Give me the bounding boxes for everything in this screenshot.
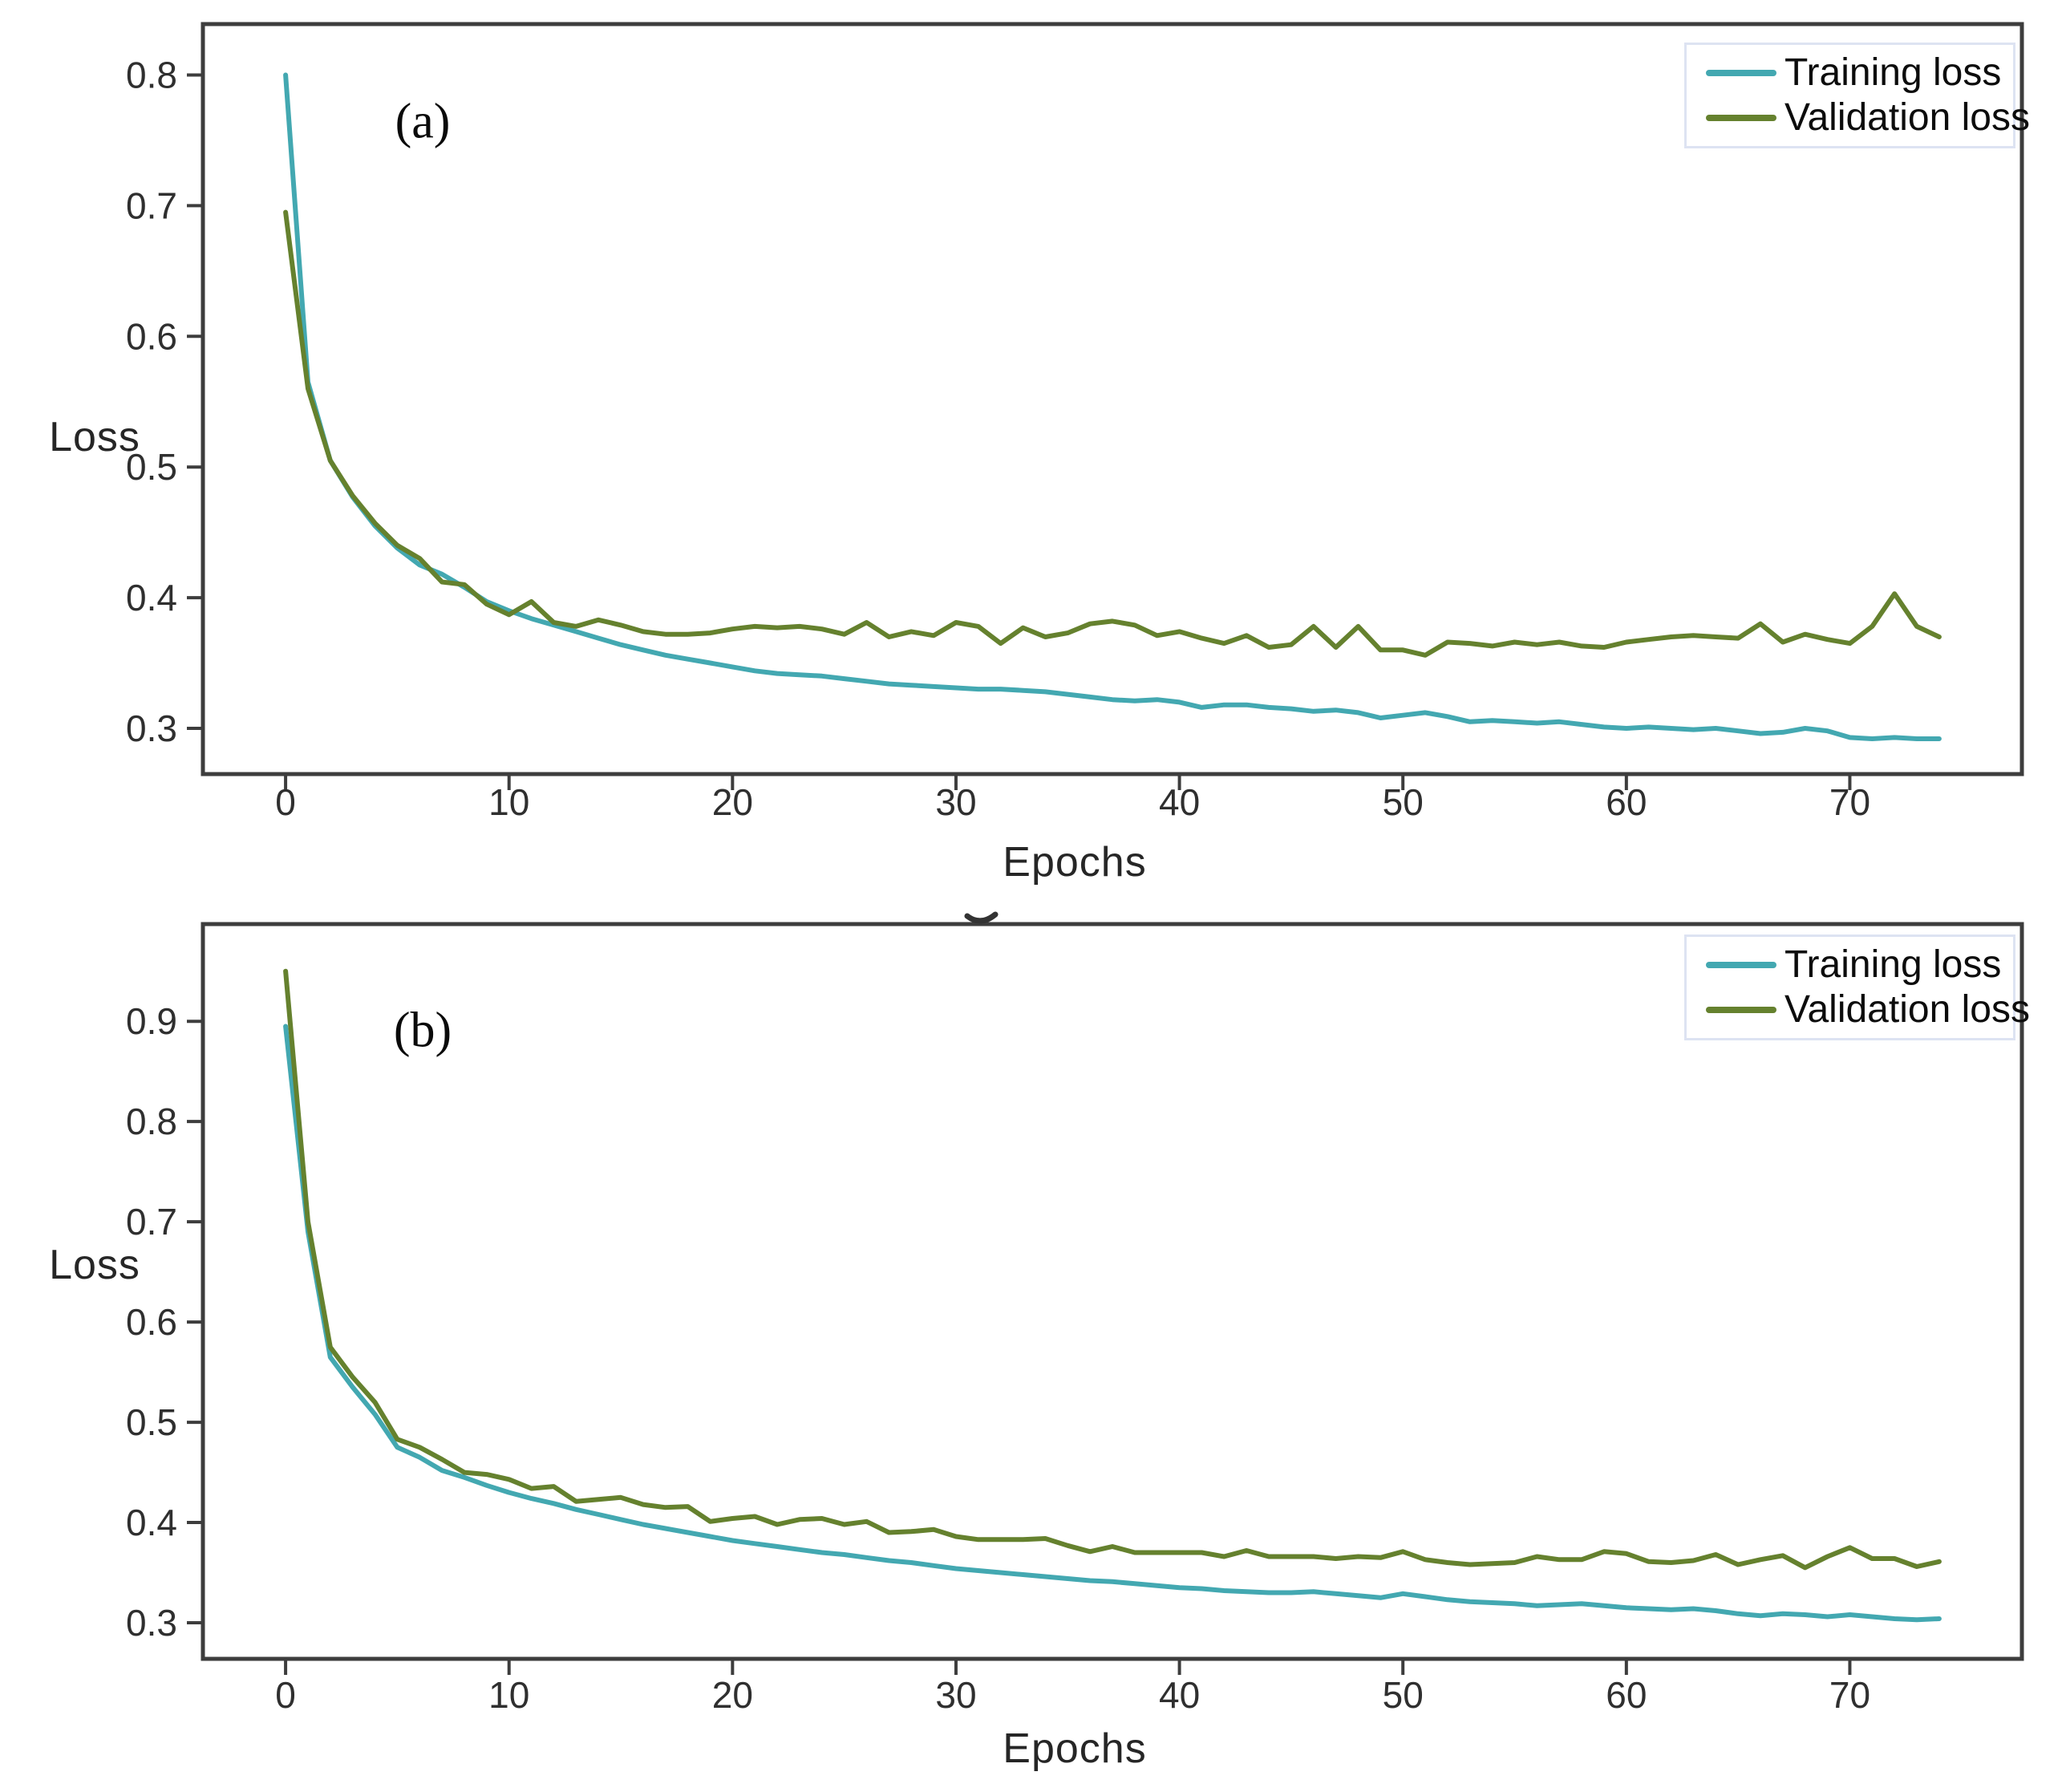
x-tick-label: 60 bbox=[1606, 781, 1647, 823]
panel-label-b: (b) bbox=[393, 1003, 452, 1058]
x-tick-label: 50 bbox=[1383, 781, 1424, 823]
legend-b: Training loss Validation loss bbox=[1684, 935, 2030, 1040]
loss-chart-b: 0.9 0.8 0.7 0.6 0.5 0.4 0.3 0 10 20 30 40 50 60 70 bbox=[126, 911, 2024, 1716]
validation-loss-line bbox=[283, 209, 1942, 658]
x-tick-label: 30 bbox=[935, 781, 976, 823]
x-axis-title: Epochs bbox=[1003, 1725, 1147, 1772]
stray-mark bbox=[964, 911, 999, 924]
legend-item-validation: Validation loss bbox=[1706, 99, 2030, 137]
y-tick-label: 0.8 bbox=[126, 1101, 177, 1142]
y-tick-label: 0.7 bbox=[126, 1201, 177, 1243]
validation-loss-line bbox=[283, 968, 1942, 1571]
plot-frame bbox=[201, 922, 2024, 1661]
x-tick-label: 70 bbox=[1829, 781, 1870, 823]
y-tick-label: 0.5 bbox=[126, 446, 177, 488]
training-loss-line bbox=[283, 72, 1942, 741]
x-tick-label: 50 bbox=[1383, 1674, 1424, 1716]
x-tick-label: 0 bbox=[275, 781, 296, 823]
validation-loss-swatch bbox=[1706, 1007, 1776, 1013]
x-tick-label: 40 bbox=[1159, 781, 1200, 823]
training-loss-line bbox=[283, 1024, 1942, 1623]
y-tick-label: 0.4 bbox=[126, 577, 177, 618]
chart-panel-b: 0.9 0.8 0.7 0.6 0.5 0.4 0.3 0 10 20 30 40 50 60 70 Los… bbox=[0, 896, 2066, 1792]
legend-label-training: Training loss bbox=[1784, 943, 2002, 986]
y-tick-label: 0.8 bbox=[126, 55, 177, 96]
legend-label-training: Training loss bbox=[1784, 51, 2002, 94]
y-tick-label: 0.4 bbox=[126, 1502, 177, 1543]
legend-label-validation: Validation loss bbox=[1784, 96, 2030, 139]
x-tick-label: 70 bbox=[1829, 1674, 1870, 1716]
x-tick-label: 40 bbox=[1159, 1674, 1200, 1716]
panel-label-a: (a) bbox=[395, 94, 451, 149]
y-tick-label: 0.3 bbox=[126, 707, 177, 749]
y-tick-label: 0.9 bbox=[126, 1000, 177, 1042]
legend-item-training: Training loss bbox=[1706, 946, 2013, 984]
x-tick-label: 10 bbox=[488, 1674, 529, 1716]
y-axis-title: Loss bbox=[49, 1242, 140, 1288]
x-axis-title: Epochs bbox=[1003, 839, 1147, 886]
x-tick-label: 20 bbox=[712, 1674, 753, 1716]
y-tick-label: 0.7 bbox=[126, 184, 177, 226]
y-axis-title: Loss bbox=[49, 414, 140, 460]
x-tick-label: 60 bbox=[1606, 1674, 1647, 1716]
y-tick-label: 0.3 bbox=[126, 1602, 177, 1644]
y-tick-label: 0.6 bbox=[126, 1301, 177, 1343]
training-loss-swatch bbox=[1706, 70, 1776, 76]
legend-label-validation: Validation loss bbox=[1784, 988, 2030, 1031]
x-tick-label: 20 bbox=[712, 781, 753, 823]
legend-item-validation: Validation loss bbox=[1706, 991, 2030, 1029]
validation-loss-swatch bbox=[1706, 115, 1776, 121]
legend-a: Training loss Validation loss bbox=[1684, 43, 2030, 148]
x-tick-label: 10 bbox=[488, 781, 529, 823]
loss-chart-a: 0.8 0.7 0.6 0.5 0.4 0.3 0 10 20 30 40 50 60 70 bbox=[126, 22, 2024, 823]
legend-item-training: Training loss bbox=[1706, 54, 2013, 92]
y-tick-label: 0.6 bbox=[126, 315, 177, 357]
x-tick-label: 30 bbox=[935, 1674, 976, 1716]
x-tick-label: 0 bbox=[275, 1674, 296, 1716]
chart-panel-a: 0.8 0.7 0.6 0.5 0.4 0.3 0 10 20 30 40 50 60 70 Loss E… bbox=[49, 22, 2030, 886]
plot-frame bbox=[201, 22, 2024, 776]
training-loss-swatch bbox=[1706, 962, 1776, 968]
y-tick-label: 0.5 bbox=[126, 1401, 177, 1443]
